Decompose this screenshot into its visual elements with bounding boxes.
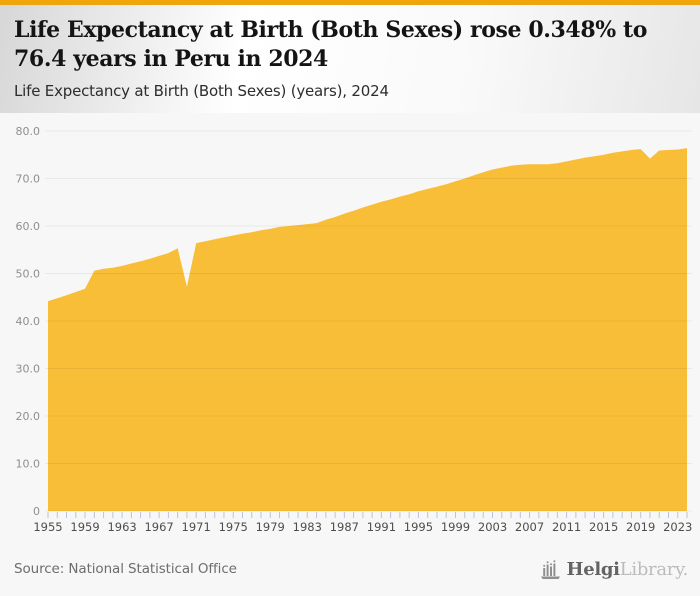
brand-text-library: Library.: [619, 558, 689, 580]
y-axis-label: 40.0: [16, 315, 41, 328]
footer: Source: National Statistical Office Helg…: [0, 548, 700, 596]
chart-area: 0 10.0 20.0 30.0 40.0 50.0 60.0 70.0 80.0 1955 195…: [0, 113, 700, 548]
helgi-logo-icon: [541, 559, 561, 579]
x-axis-label: 1991: [367, 520, 396, 534]
y-axis-label: 50.0: [16, 268, 41, 281]
x-axis-label: 2011: [552, 520, 581, 534]
x-axis-label: 1975: [219, 520, 248, 534]
area-chart: 0 10.0 20.0 30.0 40.0 50.0 60.0 70.0 80.0 1955 195…: [16, 125, 693, 534]
x-axis-label: 1999: [441, 520, 470, 534]
y-axis-label: 30.0: [16, 363, 41, 376]
x-axis-label: 2023: [663, 520, 692, 534]
y-axis-label: 0: [33, 505, 40, 518]
header: Life Expectancy at Birth (Both Sexes) ro…: [0, 5, 700, 113]
brand-text-helgi: Helgi: [566, 558, 620, 580]
area-series: [48, 148, 687, 511]
x-axis-label: 1967: [144, 520, 173, 534]
y-axis-label: 10.0: [16, 458, 41, 471]
chart-subtitle: Life Expectancy at Birth (Both Sexes) (y…: [14, 82, 389, 100]
y-axis-label: 20.0: [16, 410, 41, 423]
y-axis-label: 60.0: [16, 220, 41, 233]
x-axis-label: 2015: [589, 520, 618, 534]
x-axis-label: 2007: [515, 520, 544, 534]
x-axis-label: 1955: [33, 520, 62, 534]
brand-text: HelgiLibrary.: [566, 559, 688, 580]
x-axis-label: 1995: [404, 520, 433, 534]
x-axis-label: 2003: [478, 520, 507, 534]
y-axis-label: 70.0: [16, 173, 41, 186]
x-axis-label: 1971: [182, 520, 211, 534]
page-title-line-2: 76.4 years in Peru in 2024: [14, 46, 328, 72]
x-axis-label: 1987: [330, 520, 359, 534]
helgi-library-logo: HelgiLibrary.: [539, 559, 688, 580]
source-text: Source: National Statistical Office: [14, 561, 237, 577]
x-axis-label: 1963: [107, 520, 136, 534]
x-axis-label: 1983: [293, 520, 322, 534]
page-title-line-1: Life Expectancy at Birth (Both Sexes) ro…: [14, 17, 648, 43]
accent-bar: [0, 0, 700, 5]
x-axis-label: 1959: [70, 520, 99, 534]
x-axis-label: 2019: [626, 520, 655, 534]
x-axis-label: 1979: [256, 520, 285, 534]
y-axis-label: 80.0: [16, 125, 41, 138]
